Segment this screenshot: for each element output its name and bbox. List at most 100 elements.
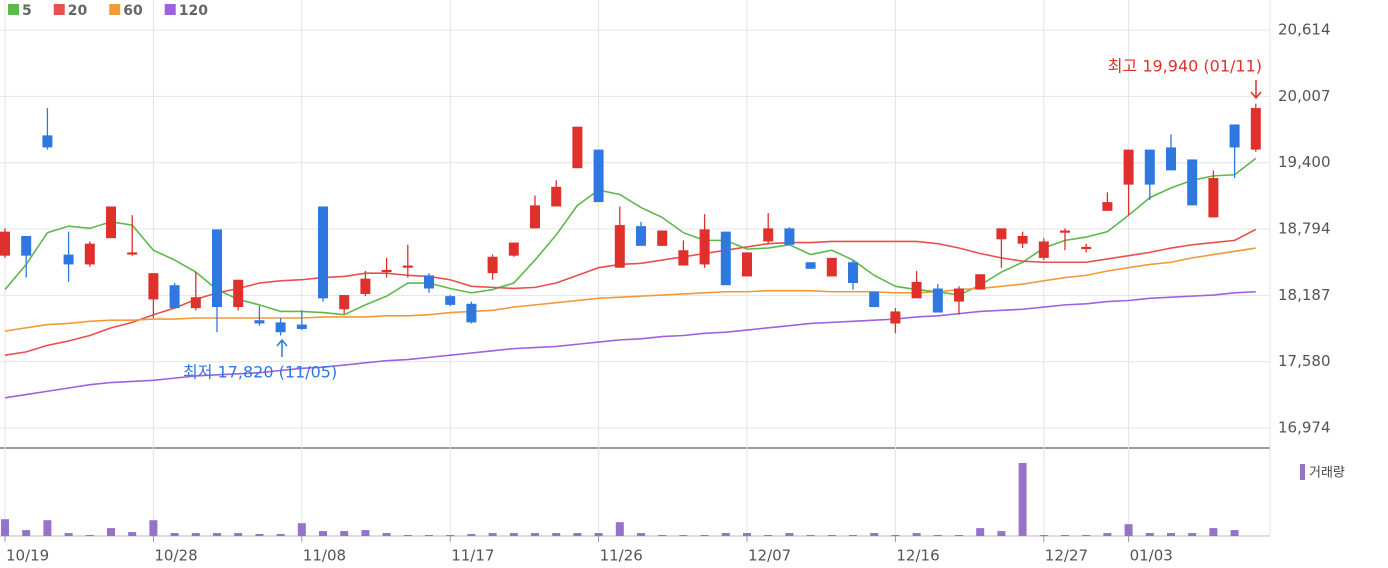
volume-bar	[128, 532, 137, 536]
volume-bar	[1124, 524, 1133, 536]
candle-body	[636, 226, 646, 246]
volume-bar	[446, 535, 455, 536]
candle-body	[275, 322, 286, 333]
candle-body	[106, 206, 116, 239]
candle-body	[254, 320, 265, 324]
candle-body	[996, 228, 1007, 240]
volume-bar	[806, 535, 815, 536]
candle-body	[360, 278, 371, 294]
volume-bar	[361, 530, 370, 536]
candle-body	[1166, 147, 1176, 171]
volume-bar	[467, 534, 476, 536]
volume-bar	[319, 531, 327, 536]
volume-bar	[1103, 533, 1112, 536]
x-tick-label: 11/08	[303, 547, 346, 565]
volume-bar	[149, 520, 158, 536]
x-tick-label: 11/26	[600, 547, 643, 565]
volume-bar	[573, 533, 582, 536]
candle-body	[699, 229, 710, 265]
volume-legend-swatch	[1300, 464, 1305, 480]
candle-body	[339, 295, 350, 310]
candle-body	[169, 285, 180, 309]
x-tick-label: 12/27	[1045, 547, 1088, 565]
volume-bar	[721, 533, 730, 536]
y-tick-label: 17,580	[1278, 352, 1331, 370]
volume-bar	[743, 533, 751, 536]
volume-bar	[509, 533, 518, 536]
candle-body	[742, 252, 752, 277]
candle-body	[1250, 108, 1261, 150]
candle-body	[1102, 202, 1113, 211]
volume-bar	[1145, 533, 1154, 536]
volume-bar	[637, 533, 645, 536]
moving-average-line	[4, 290, 1256, 399]
volume-bar	[594, 533, 603, 536]
volume-bar	[276, 534, 285, 536]
annotation-arrow	[276, 338, 288, 357]
candle-body	[212, 229, 222, 308]
candle-body	[975, 274, 986, 290]
candle-body	[445, 296, 456, 305]
volume-bar	[615, 522, 624, 536]
candle-body	[593, 149, 604, 203]
annotation-high: 최고 19,940 (01/11)	[1108, 57, 1262, 76]
legend-swatch	[53, 4, 65, 15]
candle-body	[1123, 149, 1134, 185]
volume-bar	[1018, 463, 1027, 536]
volume-bar	[43, 520, 52, 536]
volume-bar	[1188, 533, 1197, 536]
volume-bar	[700, 535, 709, 536]
candle-body	[784, 228, 795, 245]
volume-bar	[827, 535, 836, 536]
candle-body	[763, 228, 774, 242]
candle-body	[614, 225, 625, 268]
candle-body	[1038, 241, 1049, 258]
y-tick-label: 20,007	[1278, 87, 1331, 105]
moving-average-line	[4, 247, 1256, 332]
candle-body	[1144, 149, 1155, 185]
candle-body	[954, 288, 964, 302]
volume-bar	[891, 535, 900, 536]
volume-bar	[64, 533, 73, 536]
volume-bar	[1061, 535, 1069, 536]
legend-label: 20	[68, 3, 88, 19]
volume-bar	[1082, 535, 1091, 536]
volume-bar	[552, 533, 561, 536]
volume-bar	[849, 535, 857, 536]
volume-bar	[976, 528, 985, 536]
x-tick-label: 12/07	[748, 547, 791, 565]
legend-swatch	[164, 4, 176, 15]
volume-bar	[870, 533, 879, 536]
volume-bar	[403, 535, 412, 536]
candle-body	[84, 243, 95, 265]
volume-bar	[1, 519, 9, 536]
candle-body	[0, 231, 10, 256]
volume-bar	[997, 531, 1006, 536]
legend-label: 120	[179, 3, 208, 19]
volume-bar	[107, 528, 115, 536]
candle-body	[296, 324, 307, 329]
volume-bar	[764, 535, 773, 536]
x-tick-label: 12/16	[896, 547, 939, 565]
volume-bar	[85, 535, 94, 536]
volume-bar	[191, 533, 200, 536]
volume-bar	[679, 535, 688, 536]
volume-bar	[955, 535, 963, 536]
candle-body	[402, 265, 413, 268]
volume-legend-label: 거래량	[1309, 466, 1345, 481]
candle-body	[1017, 235, 1028, 244]
volume-bar	[933, 535, 942, 536]
candle-body	[508, 242, 519, 256]
candle-body	[381, 269, 392, 273]
volume-bar	[340, 531, 349, 536]
y-tick-label: 18,187	[1278, 286, 1331, 304]
candle-body	[530, 205, 540, 229]
volume-bar	[425, 535, 433, 536]
candle-body	[932, 288, 943, 313]
volume-bar	[785, 533, 794, 536]
volume-bar	[912, 533, 921, 536]
candle-body	[466, 303, 477, 323]
candle-body	[424, 275, 434, 289]
